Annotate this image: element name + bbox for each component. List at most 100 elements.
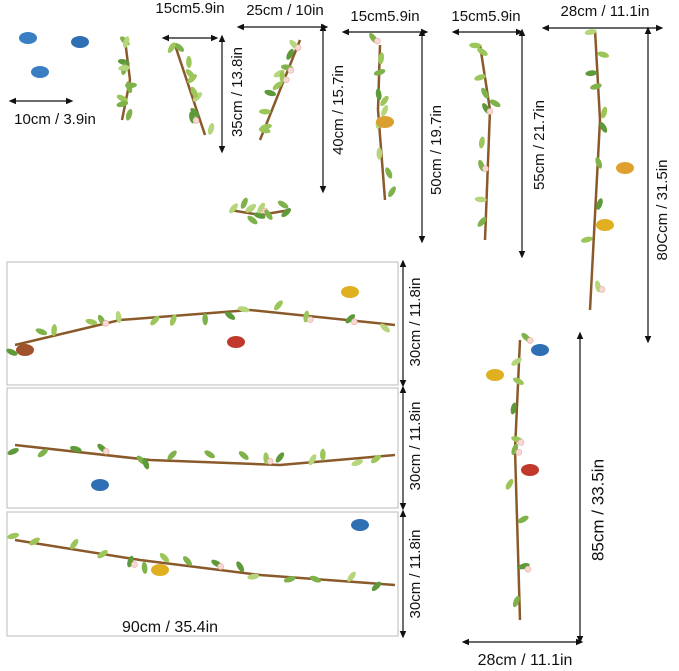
flower: [131, 561, 138, 568]
leaf: [264, 89, 277, 97]
flower: [515, 449, 523, 456]
leaf: [116, 94, 128, 103]
height-label: 30cm / 11.8in: [407, 278, 424, 367]
leaf: [512, 377, 524, 385]
bird: [486, 369, 504, 381]
leaf: [257, 202, 266, 214]
bird: [351, 519, 369, 531]
leaf: [169, 314, 177, 326]
leaf: [174, 43, 185, 52]
leaf: [489, 99, 501, 108]
leaf: [35, 328, 48, 336]
bird: [376, 116, 394, 128]
leaf: [204, 450, 215, 459]
leaf: [283, 576, 296, 583]
leaf: [371, 581, 382, 592]
leaf: [378, 52, 385, 65]
sticker-panel: [6, 261, 399, 386]
leaf: [142, 457, 150, 470]
leaf: [286, 48, 294, 60]
leaf: [373, 69, 386, 76]
leaf: [229, 203, 238, 214]
width-label: 28cm / 11.1in: [478, 652, 573, 669]
height-label: 35cm / 13.8in: [229, 47, 246, 137]
branch: [14, 443, 396, 467]
dimension-arrows: [8, 23, 664, 646]
leaf: [190, 107, 200, 118]
width-label: 15cm5.9in: [155, 0, 224, 17]
height-label: 55cm / 21.7in: [531, 100, 548, 190]
flower: [486, 108, 494, 115]
flower: [482, 165, 489, 172]
leaf: [264, 209, 273, 220]
leaf: [477, 47, 488, 56]
leaf: [29, 537, 40, 546]
width-label: 15cm5.9in: [451, 8, 520, 25]
flower: [102, 448, 110, 455]
leaf: [510, 402, 517, 415]
leaf: [258, 127, 271, 134]
flower: [350, 318, 358, 326]
branch: [14, 538, 396, 587]
leaf: [97, 550, 108, 559]
leaf: [207, 123, 215, 135]
leaf: [190, 86, 198, 98]
leaf: [272, 81, 283, 90]
flower: [283, 76, 290, 84]
leaf: [141, 561, 148, 574]
leaf: [275, 452, 285, 463]
flower: [294, 44, 302, 51]
leaf: [117, 59, 130, 66]
bird: [151, 564, 169, 576]
flower: [598, 286, 606, 293]
width-label: 10cm / 3.9in: [14, 111, 96, 128]
height-label: 40cm / 15.7in: [330, 65, 347, 155]
height-label: 30cm / 11.8in: [407, 402, 424, 491]
decoration: [6, 29, 634, 637]
branch: [258, 39, 302, 141]
height-label: 30cm / 11.8in: [407, 530, 424, 619]
leaf: [187, 74, 197, 84]
leaf: [125, 108, 133, 121]
leaf: [477, 217, 487, 227]
leaf: [308, 454, 317, 466]
height-label: 80Ccm / 31.5in: [654, 160, 671, 261]
flower: [524, 565, 532, 573]
leaf: [123, 36, 130, 48]
bird: [616, 162, 634, 174]
leaf: [186, 55, 192, 68]
leaf: [375, 88, 382, 101]
flower: [526, 337, 534, 344]
leaf: [258, 108, 271, 115]
leaf: [115, 311, 122, 323]
leaf: [167, 450, 177, 460]
labels: 15cm5.9in 25cm / 10in 15cm5.9in 15cm5.9i…: [14, 0, 671, 669]
leaf: [380, 323, 390, 333]
leaf: [596, 198, 603, 210]
branch: [120, 39, 132, 121]
leaf: [182, 556, 192, 566]
width-label: 15cm5.9in: [350, 8, 419, 25]
leaf: [381, 105, 389, 117]
leaf: [580, 236, 593, 243]
branch: [173, 44, 207, 136]
bird: [531, 344, 549, 356]
leaf: [51, 324, 57, 337]
leaf: [370, 454, 382, 464]
leaf: [237, 306, 250, 313]
leaf: [37, 448, 48, 458]
leaf: [69, 539, 79, 550]
leaf: [599, 122, 608, 133]
leaf: [85, 318, 98, 326]
bird: [16, 344, 34, 356]
leaf: [238, 451, 249, 460]
leaf: [240, 197, 248, 209]
branch: [588, 29, 602, 311]
leaf: [469, 42, 482, 49]
leaf: [347, 571, 356, 582]
leaf: [517, 515, 529, 524]
leaf: [224, 311, 236, 320]
leaf: [236, 561, 245, 573]
leaf: [245, 204, 256, 213]
leaf: [277, 200, 289, 209]
